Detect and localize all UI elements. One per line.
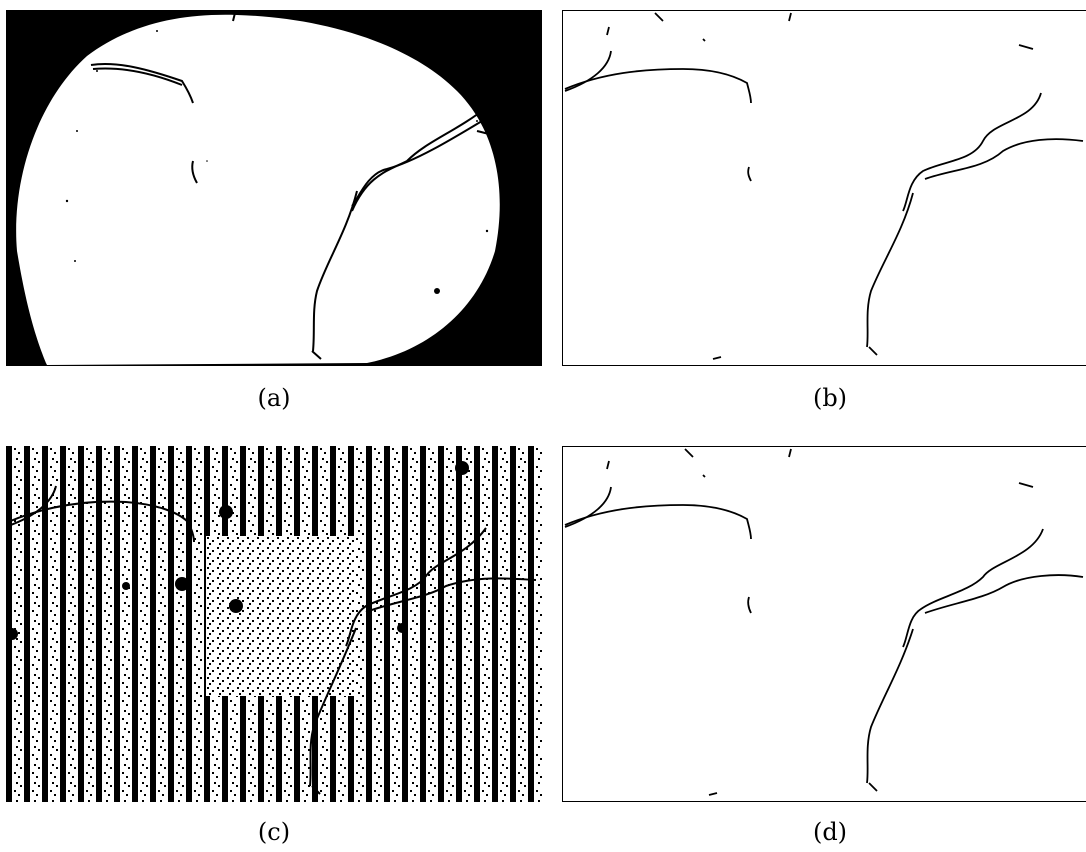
panel-c-image (6, 446, 542, 802)
panel-a (6, 10, 542, 366)
caption-a: (a) (257, 384, 291, 412)
bright-disc-region (16, 14, 500, 365)
crack-lines (7, 485, 537, 795)
panel-b-image (563, 11, 1086, 365)
caption-b: (b) (812, 384, 848, 412)
panel-b (562, 10, 1086, 366)
speckle-noise (65, 30, 489, 294)
crack-lines (564, 12, 1084, 360)
panel-a-image (7, 11, 541, 365)
panel-c (6, 446, 542, 802)
panel-d-image (563, 447, 1086, 801)
caption-d: (d) (812, 818, 848, 846)
crack-lines (90, 12, 523, 360)
crack-lines (564, 448, 1084, 796)
panel-d (562, 446, 1086, 802)
caption-c: (c) (257, 818, 291, 846)
dark-blobs (6, 461, 469, 640)
